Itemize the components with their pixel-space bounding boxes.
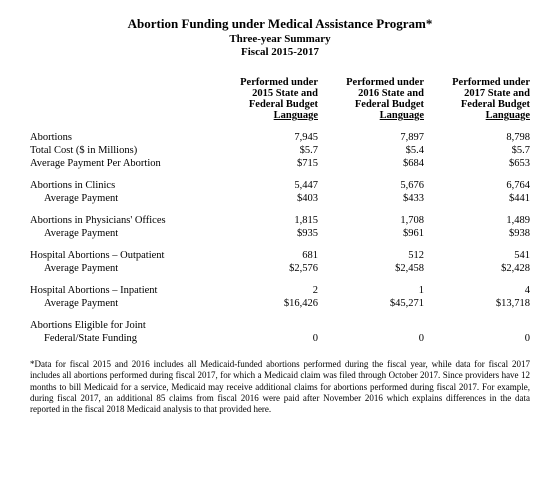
cell: 512 (318, 249, 424, 262)
cell: $2,458 (318, 262, 424, 275)
cell: 0 (424, 332, 530, 345)
cell: $653 (424, 157, 530, 170)
row-eligible-line2: Federal/State Funding 0 0 0 (30, 332, 530, 345)
cell: $433 (318, 192, 424, 205)
col2-l2: 2017 State and (424, 88, 530, 99)
label-total-cost: Total Cost ($ in Millions) (30, 144, 212, 157)
column-header-2017: Performed under 2017 State and Federal B… (424, 76, 530, 122)
label-hosp-in-avg: Average Payment (30, 297, 212, 310)
row-physicians: Abortions in Physicians' Offices 1,815 1… (30, 214, 530, 227)
row-hospital-inpatient: Hospital Abortions – Inpatient 2 1 4 (30, 284, 530, 297)
cell: $935 (212, 227, 318, 240)
cell: $16,426 (212, 297, 318, 310)
cell: $684 (318, 157, 424, 170)
cell-empty (424, 319, 530, 332)
cell: $2,576 (212, 262, 318, 275)
row-abortions: Abortions 7,945 7,897 8,798 (30, 131, 530, 144)
cell: $13,718 (424, 297, 530, 310)
row-hospital-inpatient-avg: Average Payment $16,426 $45,271 $13,718 (30, 297, 530, 310)
label-avg-per-abortion: Average Payment Per Abortion (30, 157, 212, 170)
label-eligible-l1: Abortions Eligible for Joint (30, 319, 212, 332)
cell: $5.7 (424, 144, 530, 157)
header-spacer (30, 76, 212, 122)
row-hospital-outpatient: Hospital Abortions – Outpatient 681 512 … (30, 249, 530, 262)
cell-empty (212, 319, 318, 332)
label-clinics-avg: Average Payment (30, 192, 212, 205)
cell: 4 (424, 284, 530, 297)
row-clinics: Abortions in Clinics 5,447 5,676 6,764 (30, 179, 530, 192)
cell: $45,271 (318, 297, 424, 310)
cell: $441 (424, 192, 530, 205)
col1-l3: Federal Budget (318, 99, 424, 110)
label-hosp-out: Hospital Abortions – Outpatient (30, 249, 212, 262)
col0-l1: Performed under (212, 77, 318, 88)
label-physicians-avg: Average Payment (30, 227, 212, 240)
label-hosp-in: Hospital Abortions – Inpatient (30, 284, 212, 297)
col0-l4: Language (212, 110, 318, 121)
title-main: Abortion Funding under Medical Assistanc… (30, 16, 530, 32)
cell: 1,489 (424, 214, 530, 227)
column-header-2016: Performed under 2016 State and Federal B… (318, 76, 424, 122)
cell: 1,708 (318, 214, 424, 227)
cell: 2 (212, 284, 318, 297)
label-eligible-l2: Federal/State Funding (30, 332, 212, 345)
col0-l3: Federal Budget (212, 99, 318, 110)
cell: 5,447 (212, 179, 318, 192)
cell: $5.4 (318, 144, 424, 157)
col2-l4: Language (424, 110, 530, 121)
label-hosp-out-avg: Average Payment (30, 262, 212, 275)
row-total-cost: Total Cost ($ in Millions) $5.7 $5.4 $5.… (30, 144, 530, 157)
label-clinics: Abortions in Clinics (30, 179, 212, 192)
cell: 541 (424, 249, 530, 262)
label-abortions: Abortions (30, 131, 212, 144)
cell: $403 (212, 192, 318, 205)
footnote: *Data for fiscal 2015 and 2016 includes … (30, 359, 530, 415)
column-header-2015: Performed under 2015 State and Federal B… (212, 76, 318, 122)
cell: 681 (212, 249, 318, 262)
row-hospital-outpatient-avg: Average Payment $2,576 $2,458 $2,428 (30, 262, 530, 275)
column-header-row: Performed under 2015 State and Federal B… (30, 76, 530, 122)
title-sub2: Fiscal 2015-2017 (30, 46, 530, 58)
title-block: Abortion Funding under Medical Assistanc… (30, 16, 530, 58)
cell: 7,897 (318, 131, 424, 144)
cell: 1,815 (212, 214, 318, 227)
summary-table: Performed under 2015 State and Federal B… (30, 76, 530, 345)
cell: 8,798 (424, 131, 530, 144)
col1-l4: Language (318, 110, 424, 121)
label-physicians: Abortions in Physicians' Offices (30, 214, 212, 227)
col1-l1: Performed under (318, 77, 424, 88)
title-sub1: Three-year Summary (30, 33, 530, 45)
cell: $715 (212, 157, 318, 170)
col0-l2: 2015 State and (212, 88, 318, 99)
col2-l3: Federal Budget (424, 99, 530, 110)
cell: 6,764 (424, 179, 530, 192)
row-clinics-avg: Average Payment $403 $433 $441 (30, 192, 530, 205)
col1-l2: 2016 State and (318, 88, 424, 99)
cell: 0 (212, 332, 318, 345)
cell: $2,428 (424, 262, 530, 275)
cell: $5.7 (212, 144, 318, 157)
cell-empty (318, 319, 424, 332)
cell: 7,945 (212, 131, 318, 144)
cell: $961 (318, 227, 424, 240)
cell: $938 (424, 227, 530, 240)
col2-l1: Performed under (424, 77, 530, 88)
row-eligible-line1: Abortions Eligible for Joint (30, 319, 530, 332)
row-avg-per-abortion: Average Payment Per Abortion $715 $684 $… (30, 157, 530, 170)
cell: 5,676 (318, 179, 424, 192)
cell: 0 (318, 332, 424, 345)
cell: 1 (318, 284, 424, 297)
row-physicians-avg: Average Payment $935 $961 $938 (30, 227, 530, 240)
